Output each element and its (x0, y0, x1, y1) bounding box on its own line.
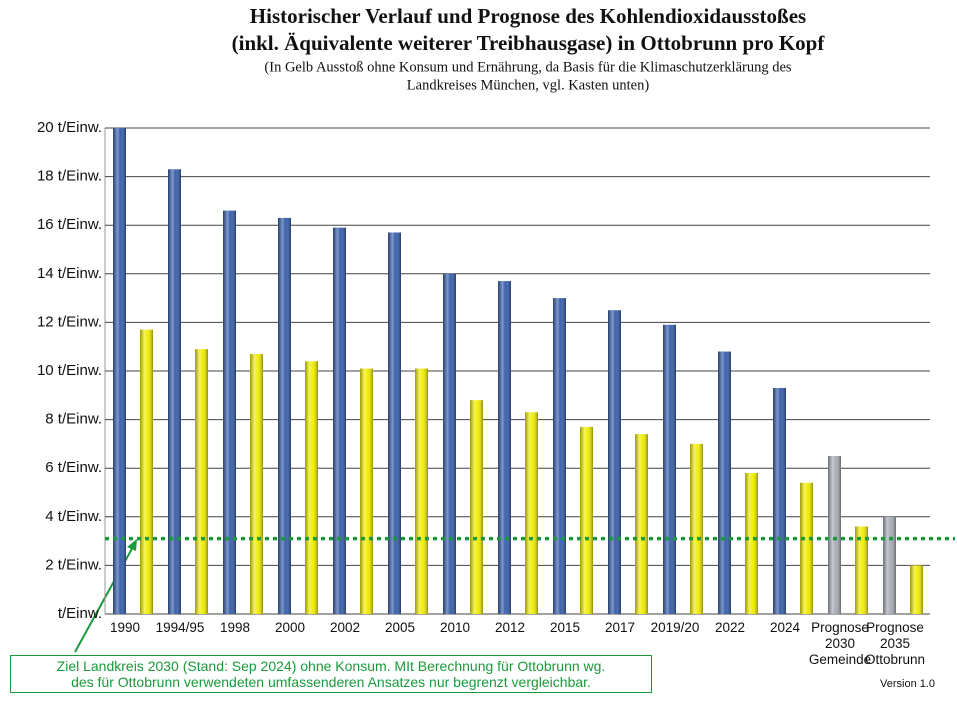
bar-shade (608, 310, 621, 614)
bar-shade (278, 217, 291, 614)
annotation-text: des für Ottobrunn verwendeten umfassende… (71, 674, 591, 690)
annotation-box: Ziel Landkreis 2030 (Stand: Sep 2024) oh… (10, 655, 652, 693)
bar-shade (388, 232, 401, 615)
x-tick-label: 2017 (604, 620, 636, 635)
y-tick-label: 8 t/Einw. (45, 411, 102, 428)
x-tick-label: 1994/95 (155, 620, 205, 635)
x-tick-label: 2005 (384, 620, 416, 635)
bar-shade (333, 227, 346, 614)
annotation-arrowhead (127, 539, 137, 551)
bar-shade (443, 273, 456, 614)
y-tick-label: 20 t/Einw. (37, 119, 102, 136)
chart-subtitle: Landkreises München, vgl. Kasten unten) (407, 77, 650, 93)
bar-shade (250, 353, 263, 614)
bar-shade (883, 516, 896, 614)
bar-shade (140, 329, 153, 614)
bar-shade (360, 368, 373, 614)
x-tick-label: 2015 (549, 620, 581, 635)
y-tick-label: 16 t/Einw. (37, 216, 102, 233)
bar-shade (828, 456, 841, 614)
x-tick-label: 2012 (494, 620, 526, 635)
y-tick-label: 14 t/Einw. (37, 265, 102, 282)
bar-shade (525, 412, 538, 614)
bar-shade (910, 565, 923, 614)
bar-shade (305, 361, 318, 614)
bar-shade (718, 351, 731, 614)
bar-shade (663, 324, 676, 614)
x-tick-label: 1990 (109, 620, 141, 635)
y-tick-label: 4 t/Einw. (45, 508, 102, 525)
bar-shade (690, 443, 703, 614)
x-tick-label: 2000 (274, 620, 306, 635)
bar-shade (195, 349, 208, 614)
y-tick-label: 2 t/Einw. (45, 556, 102, 573)
x-tick-label: 2010 (439, 620, 471, 635)
x-tick-label: Prognose 2030 Gemeinde (808, 620, 872, 667)
chart-subtitle: (In Gelb Ausstoß ohne Konsum und Ernähru… (264, 59, 791, 75)
bar-shade (800, 482, 813, 614)
bar-shade (745, 473, 758, 614)
y-tick-label: 12 t/Einw. (37, 313, 102, 330)
bar-shade (635, 434, 648, 614)
bar-shade (773, 388, 786, 614)
chart-title: Historischer Verlauf und Prognose des Ko… (250, 4, 806, 28)
bar-shade (223, 210, 236, 614)
annotation-text: Ziel Landkreis 2030 (Stand: Sep 2024) oh… (56, 658, 606, 674)
version-label: Version 1.0 (880, 678, 936, 690)
bar-shade (580, 426, 593, 614)
x-tick-label: 2002 (329, 620, 361, 635)
bar-shade (470, 400, 483, 614)
x-tick-label: 2022 (714, 620, 746, 635)
bar-shade (113, 128, 126, 614)
bar-shade (855, 526, 868, 614)
bar-shade (553, 298, 566, 614)
y-tick-label: 10 t/Einw. (37, 362, 102, 379)
bar-shade (168, 169, 181, 614)
x-tick-label: 2019/20 (650, 620, 700, 635)
x-tick-label: Prognose 2035 Ottobrunn (864, 620, 926, 667)
chart-title: (inkl. Äquivalente weiterer Treibhausgas… (232, 31, 826, 55)
bar-shade (415, 368, 428, 614)
y-tick-label: 18 t/Einw. (37, 168, 102, 185)
y-tick-label: 6 t/Einw. (45, 459, 102, 476)
bar-shade (498, 281, 511, 614)
x-tick-label: 2024 (769, 620, 801, 635)
x-tick-label: 1998 (219, 620, 251, 635)
y-tick-label: t/Einw. (58, 605, 102, 622)
